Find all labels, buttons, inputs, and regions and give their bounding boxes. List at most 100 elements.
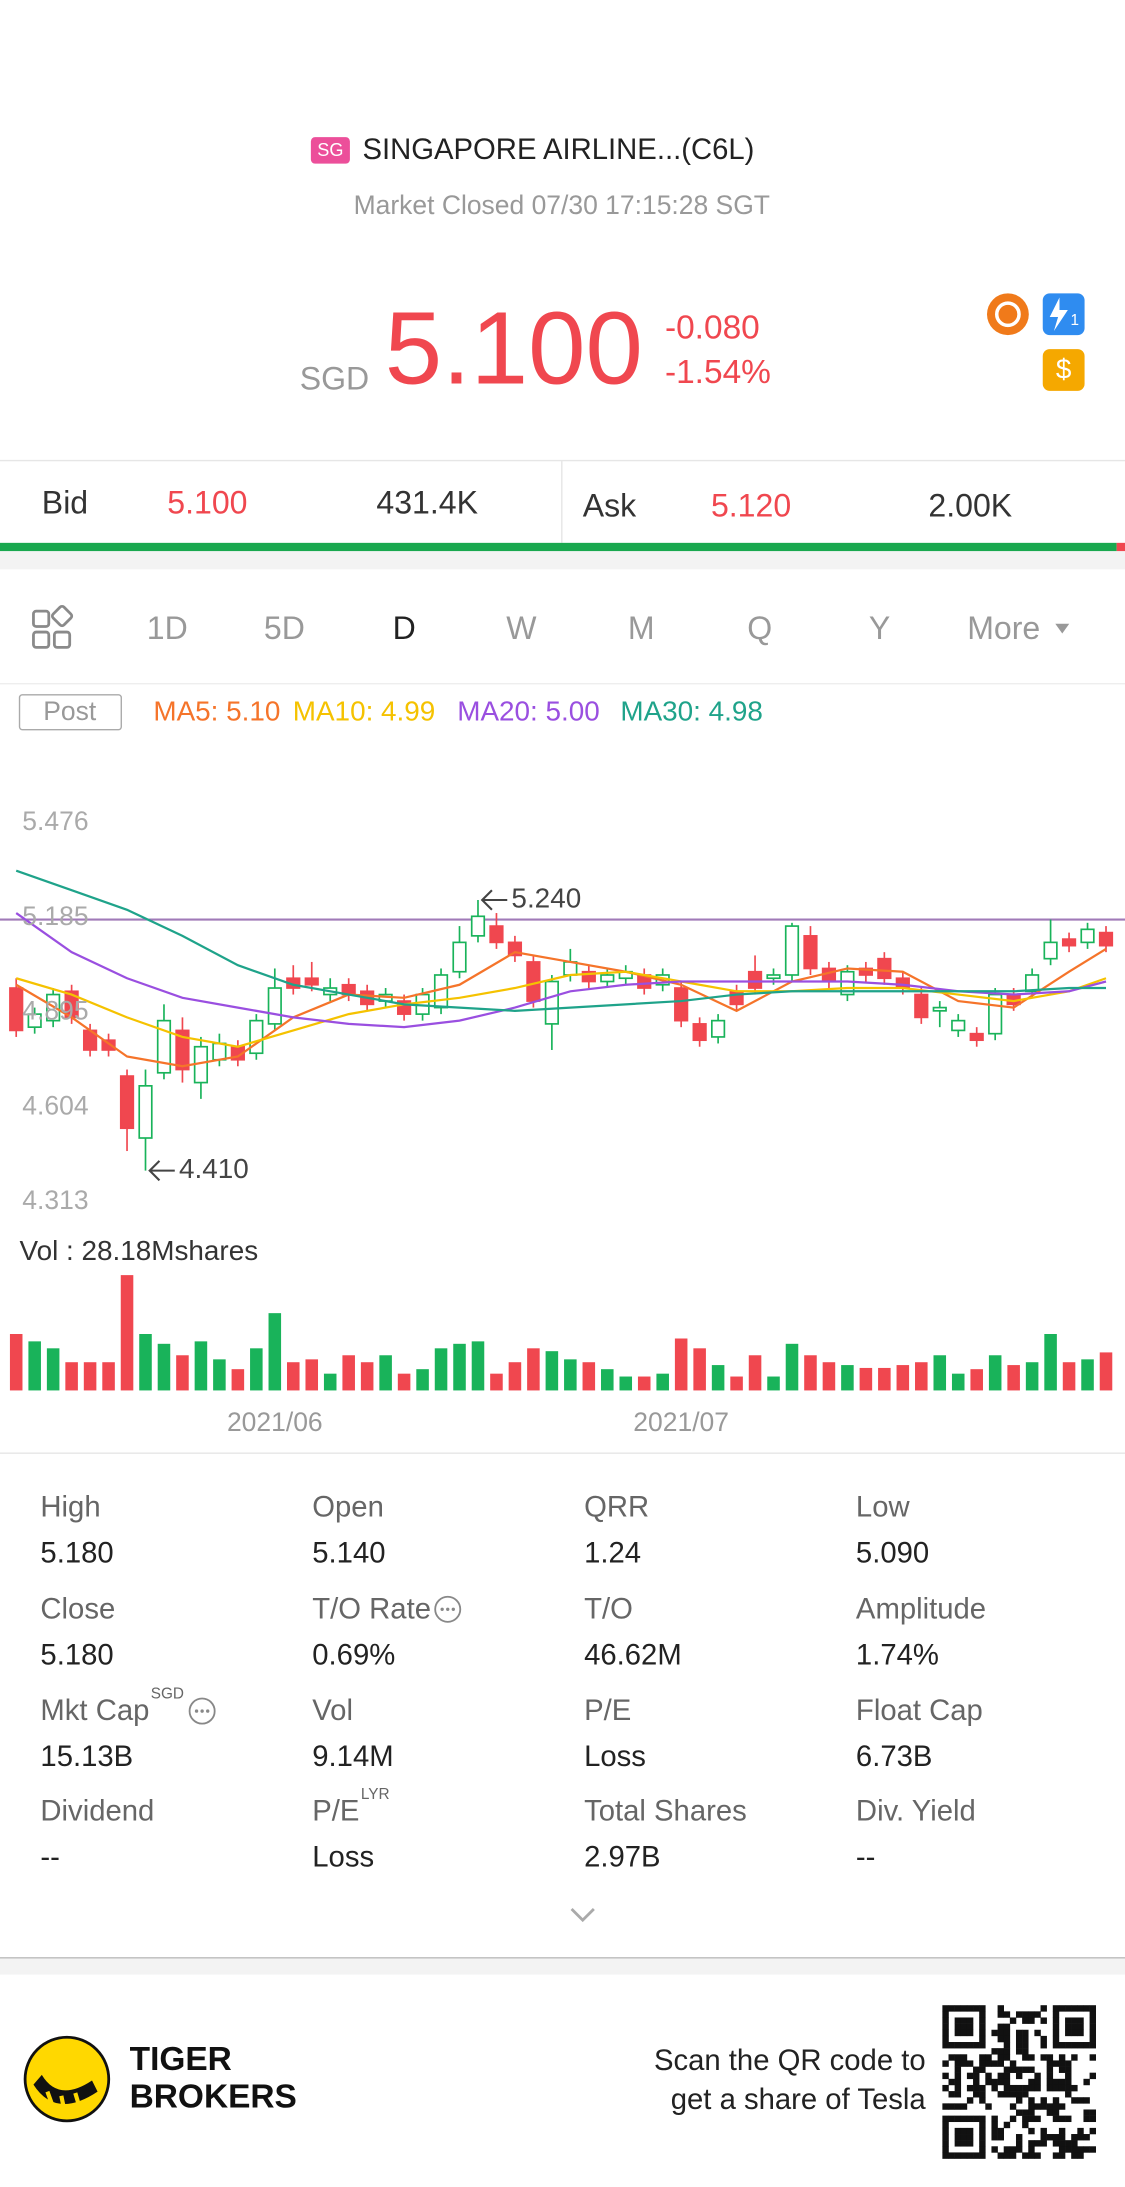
volume-bar [453, 1343, 466, 1391]
qr-module [985, 2103, 992, 2110]
qr-module [1065, 2005, 1072, 2012]
qr-module [997, 2005, 1004, 2012]
period-tab[interactable]: Q [747, 610, 772, 646]
period-tab[interactable]: Y [869, 610, 890, 646]
qr-module [1028, 2103, 1035, 2110]
qr-module [1034, 2029, 1041, 2037]
stat-value: 0.69% [312, 1639, 395, 1671]
info-icon[interactable] [434, 1595, 462, 1623]
qr-module [1052, 2103, 1060, 2110]
info-icon-dot [200, 1709, 204, 1713]
stock-name[interactable]: SINGAPORE AIRLINE...(C6L) [362, 134, 754, 166]
logo-circle [23, 2035, 111, 2123]
qr-module [1015, 2066, 1023, 2073]
qr-module [1052, 2134, 1060, 2141]
stat-value: 46.62M [584, 1639, 682, 1671]
money-icon[interactable] [1042, 349, 1085, 391]
y-tick-label: 4.313 [22, 1185, 88, 1215]
qr-module [979, 2115, 986, 2123]
session-box[interactable] [18, 694, 122, 731]
kline-chart: 2021/06 2021/07 5.476 5.185 4.895 4.604 4.313 5… [0, 806, 1125, 1437]
y-tick-label: 4.604 [22, 1090, 88, 1120]
qr-module [979, 2134, 986, 2141]
qr-module [1089, 2115, 1097, 2123]
qr-module [1003, 2084, 1011, 2092]
candle-body [969, 1032, 984, 1042]
qr-module [954, 2017, 962, 2024]
qr-module [966, 2042, 974, 2049]
trade-icon[interactable] [986, 293, 1029, 336]
qr-module [1034, 2084, 1041, 2092]
qr-module [1015, 2097, 1023, 2104]
qr-module [942, 2115, 949, 2123]
qr-module [1052, 2140, 1060, 2147]
layout-icon[interactable] [32, 604, 74, 649]
info-icon[interactable] [188, 1697, 216, 1725]
volume-bar [915, 1362, 928, 1391]
qr-module [1077, 2017, 1084, 2024]
qr-module [973, 2005, 980, 2012]
candle-body [470, 915, 486, 937]
period-tab[interactable]: 1D [147, 610, 188, 646]
qr-module [991, 2121, 998, 2129]
qr-module [1065, 2029, 1072, 2037]
qr-module [1028, 2054, 1035, 2061]
qr-module [1009, 2103, 1017, 2110]
volume-bar [287, 1362, 300, 1391]
candle-body [1061, 938, 1077, 947]
volume-bar [1081, 1359, 1094, 1391]
qr-module [1015, 2140, 1023, 2147]
stats-grid: High 5.180 Open 5.140 QRR 1.24 Low 5.090 Close 5.… [40, 1492, 986, 1874]
info-icon-dot [194, 1709, 199, 1713]
qr-module [1046, 2084, 1054, 2092]
qr-module [1022, 2109, 1029, 2116]
qr-module [966, 2072, 974, 2080]
qr-module [1009, 2115, 1017, 2123]
volume-bar [767, 1376, 780, 1391]
volume-bar [804, 1355, 817, 1391]
candle-body [119, 1075, 135, 1130]
qr-module [1009, 2017, 1017, 2024]
qr-module [1022, 2115, 1029, 2123]
qr-module [1071, 2140, 1078, 2147]
period-tab[interactable]: More [967, 610, 1040, 646]
qr-module [985, 2054, 992, 2061]
qr-module [1034, 2115, 1041, 2123]
qr-module [1058, 2103, 1066, 2110]
qr-module [1071, 2146, 1078, 2153]
candle-body [563, 961, 578, 976]
qr-module [1077, 2029, 1084, 2037]
x-tick-label: 2021/07 [633, 1407, 729, 1437]
volume-bar [674, 1338, 688, 1391]
ma-legend-label: MA10: 4.99 [293, 695, 436, 726]
candle-body [932, 1006, 947, 1012]
qr-module [942, 2134, 949, 2141]
qr-module [1015, 2109, 1023, 2116]
qr-module [991, 2060, 998, 2067]
promo-line: get a share of Tesla [671, 2084, 927, 2116]
qr-module [1003, 2042, 1011, 2049]
candle-body [692, 1023, 707, 1042]
expand-chevron[interactable] [570, 1908, 595, 1923]
candle-body [452, 941, 467, 973]
candle-body [212, 1042, 227, 1061]
qr-module [991, 2146, 998, 2153]
qr-module [1003, 2029, 1011, 2037]
ma-legend-label: MA30: 4.98 [620, 695, 763, 726]
qr-module [966, 2097, 974, 2104]
qr-module [966, 2084, 974, 2092]
period-tab[interactable]: D [393, 610, 416, 646]
period-tab[interactable]: M [628, 610, 655, 646]
brand-line: TIGER [130, 2041, 232, 2078]
volume-bar [65, 1362, 78, 1391]
period-tab[interactable]: W [506, 610, 537, 646]
qr-module [1065, 2078, 1072, 2086]
stat-label: Div. Yield [856, 1796, 976, 1828]
volume-bar [305, 1359, 319, 1391]
qr-module [954, 2127, 962, 2135]
candle-body [803, 935, 818, 970]
qr-module [966, 2023, 974, 2031]
volume-bar [730, 1376, 743, 1391]
period-tab[interactable]: 5D [264, 610, 305, 646]
